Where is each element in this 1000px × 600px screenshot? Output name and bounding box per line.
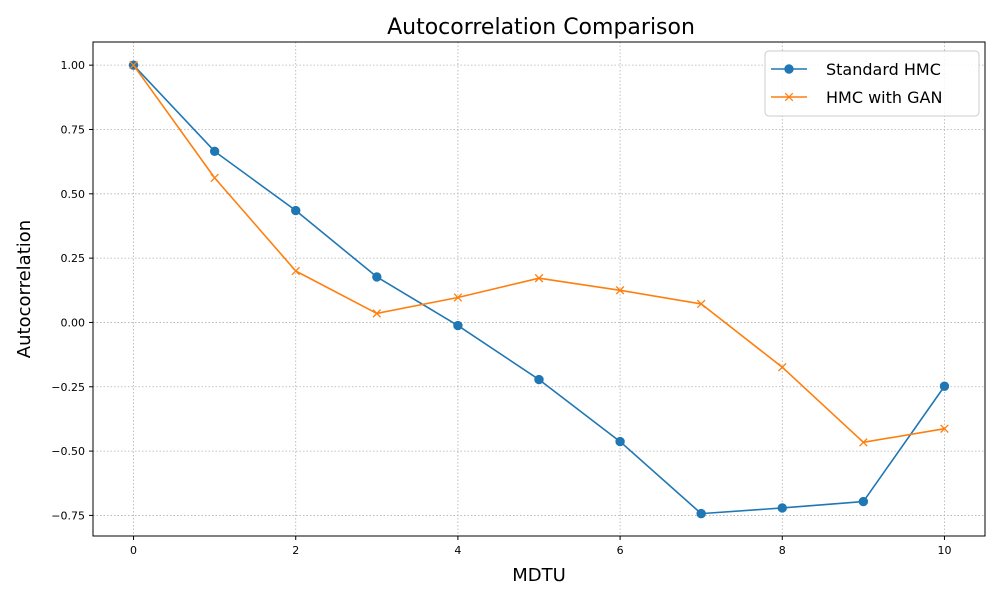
- series-layer: [128, 60, 950, 519]
- legend-box: [764, 50, 980, 117]
- legend: Standard HMC HMC with GAN: [764, 50, 980, 117]
- data-point: [291, 266, 300, 276]
- x-tick-label: 0: [130, 544, 137, 557]
- data-point: [372, 309, 382, 318]
- data-point: [858, 496, 869, 507]
- series-line: [132, 64, 945, 444]
- data-point: [534, 273, 544, 283]
- data-point: [534, 374, 544, 385]
- x-tick-label: 2: [292, 544, 299, 557]
- data-point: [129, 60, 138, 70]
- y-axis-title: Autocorrelation: [14, 220, 35, 358]
- chart-title: Autocorrelation Comparison: [387, 15, 695, 40]
- legend-marker: [784, 64, 794, 74]
- data-point: [615, 436, 625, 447]
- data-point: [778, 362, 787, 372]
- legend-entry: Standard HMC: [771, 60, 941, 79]
- data-point: [859, 438, 868, 447]
- data-point: [940, 424, 949, 433]
- y-axis: −0.75 −0.50 −0.25 0.00 0.25 0.50 0.75 1.00: [51, 59, 93, 522]
- x-axis: 0 2 4 6 8 10: [130, 536, 951, 557]
- data-point: [453, 293, 463, 302]
- data-point: [372, 272, 382, 282]
- y-tick-label: 0.25: [61, 252, 86, 265]
- series-line: [132, 64, 946, 515]
- x-tick-label: 6: [617, 544, 624, 557]
- data-point: [453, 320, 463, 331]
- legend-entry: HMC with GAN: [771, 88, 942, 107]
- legend-label: HMC with GAN: [826, 88, 942, 107]
- legend-label: Standard HMC: [826, 60, 941, 79]
- y-tick-label: −0.75: [51, 509, 85, 522]
- legend-marker: [784, 92, 794, 102]
- x-tick-label: 8: [779, 544, 786, 557]
- y-tick-label: 0.00: [61, 316, 86, 329]
- y-tick-label: 0.50: [61, 188, 86, 201]
- data-point: [210, 173, 219, 183]
- y-tick-label: 0.75: [61, 123, 86, 136]
- data-point: [939, 381, 950, 391]
- series-1: [128, 60, 950, 519]
- y-tick-label: −0.25: [51, 381, 85, 394]
- data-point: [209, 146, 220, 157]
- plot-frame: [92, 41, 986, 537]
- x-axis-title: MDTU: [512, 565, 566, 586]
- data-point: [291, 205, 301, 216]
- data-point: [615, 286, 625, 295]
- data-point: [696, 299, 706, 309]
- data-point: [777, 503, 787, 513]
- y-tick-label: −0.50: [51, 445, 85, 458]
- x-tick-label: 4: [454, 544, 461, 557]
- data-point: [696, 508, 706, 519]
- series-2: [129, 60, 949, 447]
- x-tick-label: 10: [937, 544, 951, 557]
- y-tick-label: 1.00: [61, 59, 86, 72]
